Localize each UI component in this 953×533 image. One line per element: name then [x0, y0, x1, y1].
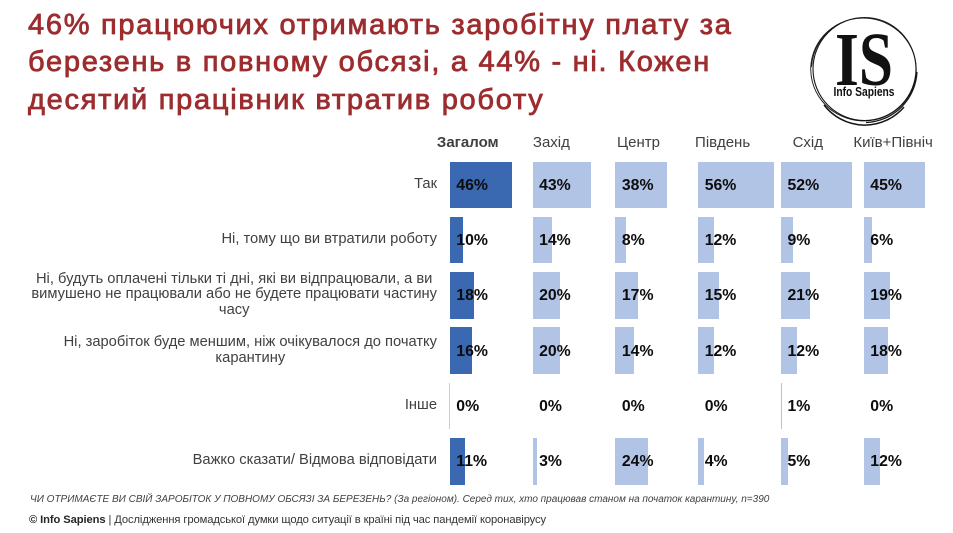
svg-text:IS: IS: [835, 18, 893, 102]
svg-text:Info Sapiens: Info Sapiens: [834, 85, 895, 99]
